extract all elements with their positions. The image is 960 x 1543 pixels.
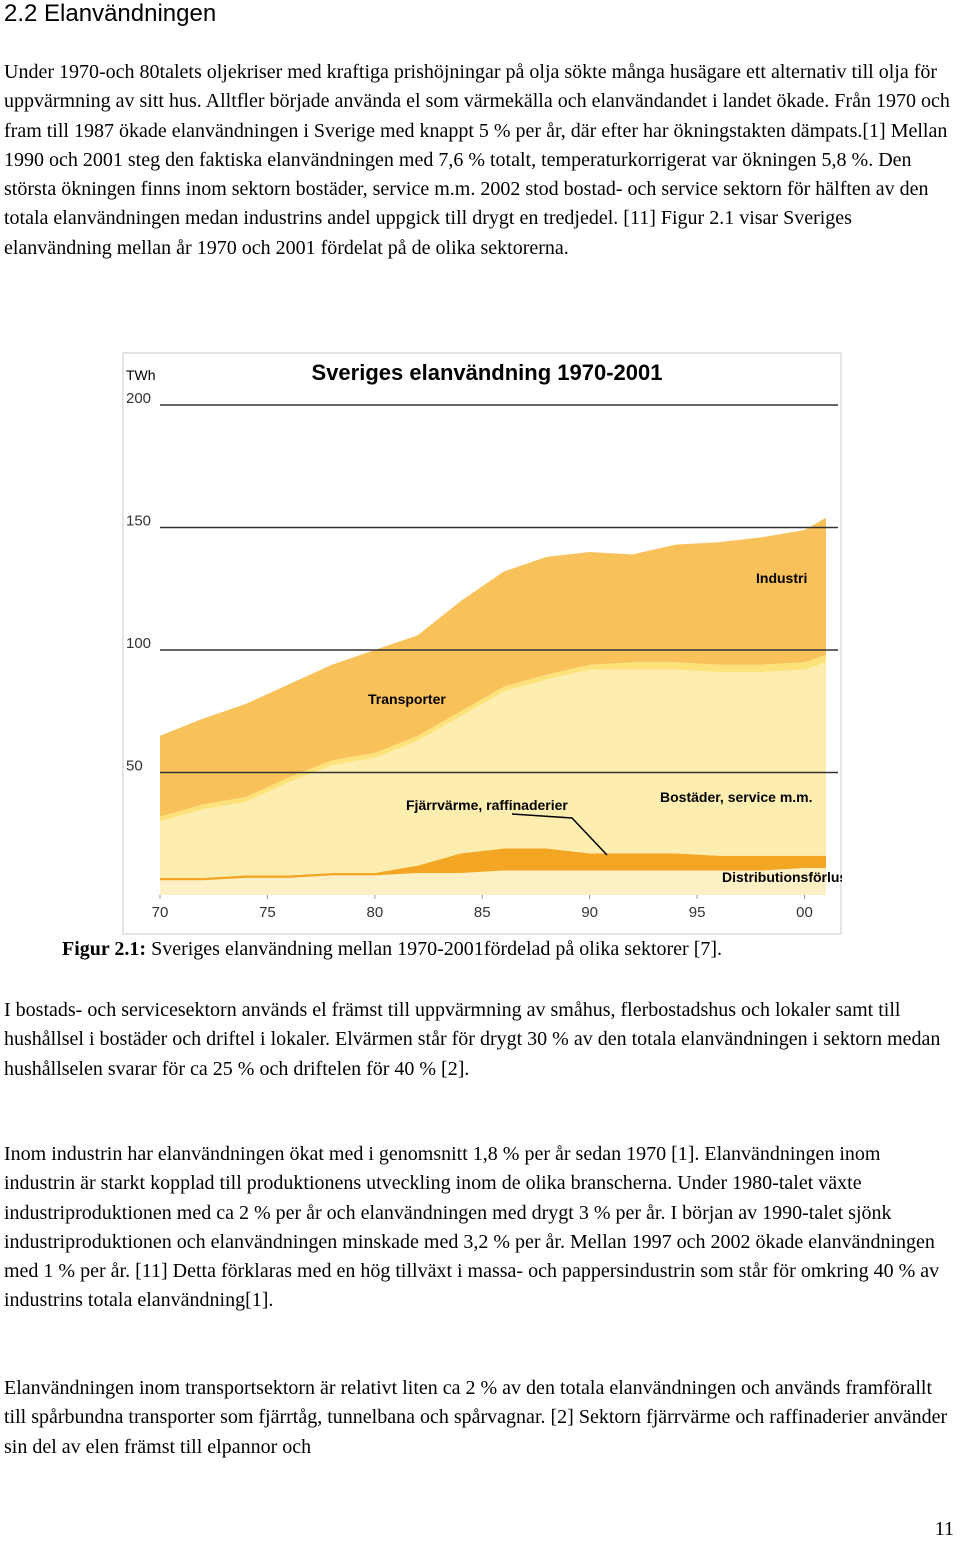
caption-label: Figur 2.1: [62, 938, 147, 960]
area-label: Fjärrvärme, raffinaderier [406, 797, 568, 813]
chart: Sveriges elanvändning 1970-2001 TWh 50 10… [122, 352, 842, 935]
x-tick-label: 85 [474, 904, 491, 921]
chart-title: Sveriges elanvändning 1970-2001 [312, 360, 663, 385]
area-label: Distributionsförluster [722, 869, 842, 885]
paragraph: Elanvändningen inom transportsektorn är … [4, 1377, 948, 1458]
area [160, 517, 826, 817]
area [160, 662, 826, 878]
x-tick-label: 70 [152, 904, 169, 921]
heading: 2.2 Elanvändningen [4, 0, 217, 27]
y-unit: TWh [126, 367, 156, 383]
paragraph: Inom industrin har elanvändningen ökat m… [4, 1143, 940, 1312]
y-tick-label: 50 [126, 758, 143, 775]
caption-text: Sveriges elanvändning mellan 1970-2001fö… [151, 938, 723, 960]
y-tick-label: 100 [126, 635, 151, 652]
area [160, 848, 826, 881]
annotation-arrow [511, 813, 608, 856]
x-tick-label: 95 [689, 904, 706, 921]
paragraph: I bostads- och servicesektorn används el… [4, 999, 941, 1080]
x-tick-label: 75 [259, 904, 276, 921]
area-label: Industri [756, 570, 807, 586]
paragraph: Under 1970-och 80talets oljekriser med k… [4, 61, 950, 259]
page-number: 11 [934, 1518, 954, 1540]
x-tick-label: 80 [366, 904, 383, 921]
y-tick-label: 150 [126, 513, 151, 530]
area [160, 868, 826, 895]
y-tick-label: 200 [126, 390, 151, 407]
area-label: Transporter [368, 691, 446, 707]
caption: Figur 2.1: Sveriges elanvändning mellan … [62, 938, 722, 961]
x-tick-label: 90 [581, 904, 598, 921]
area-label: Bostäder, service m.m. [660, 789, 813, 805]
x-tick-label: 00 [796, 904, 813, 921]
area [160, 654, 826, 822]
